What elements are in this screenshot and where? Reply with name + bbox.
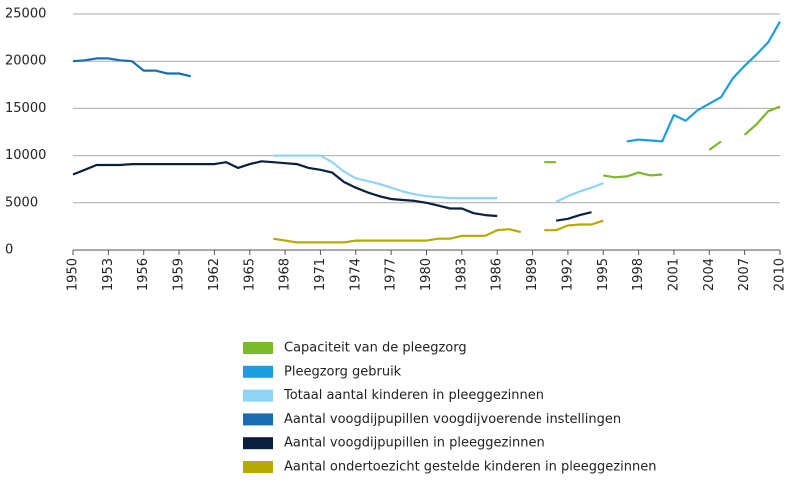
series-line — [72, 160, 592, 222]
x-tick-label: 1980 — [419, 258, 434, 291]
legend-label: Totaal aantal kinderen in pleeggezinnen — [283, 388, 544, 403]
x-tick-label: 1974 — [348, 258, 363, 291]
y-tick-label: 20000 — [5, 54, 46, 69]
x-tick-label: 1989 — [525, 258, 540, 291]
legend-label: Capaciteit van de pleegzorg — [284, 341, 467, 356]
x-tick-label: 1983 — [454, 258, 469, 291]
x-tick-label: 2007 — [737, 258, 752, 291]
legend-swatch — [243, 413, 273, 426]
legend-label: Aantal ondertoezicht gestelde kinderen i… — [284, 460, 656, 475]
x-tick-label: 1950 — [66, 258, 81, 291]
y-tick-label: 0 — [5, 243, 13, 258]
x-tick-label: 1971 — [313, 258, 328, 291]
legend-swatch — [243, 437, 273, 450]
y-tick-label: 5000 — [5, 195, 38, 210]
x-tick-label: 2004 — [702, 258, 717, 291]
y-tick-label: 15000 — [5, 101, 46, 116]
legend-label: Aantal voogdijpupillen voogdijvoerende i… — [284, 412, 621, 427]
legend-swatch — [243, 461, 273, 473]
y-tick-label: 10000 — [5, 148, 46, 163]
series-line — [273, 219, 604, 244]
x-tick-label: 2001 — [666, 258, 681, 291]
legend-label: Aantal voogdijpupillen in pleeggezinnen — [284, 436, 545, 451]
x-tick-label: 1962 — [207, 258, 222, 291]
legend-swatch — [243, 389, 273, 402]
series-line — [626, 21, 781, 143]
x-tick-label: 1959 — [172, 258, 187, 291]
x-tick-label: 1968 — [278, 258, 293, 291]
x-tick-label: 1965 — [242, 258, 257, 291]
legend-swatch — [243, 365, 273, 378]
x-tick-label: 1953 — [101, 258, 116, 291]
legend-label: Pleegzorg gebruik — [284, 364, 402, 379]
x-tick-label: 1956 — [136, 258, 151, 291]
series-line — [544, 105, 781, 179]
series-line — [273, 154, 604, 203]
legend-swatch — [243, 342, 273, 354]
x-tick-label: 1977 — [384, 258, 399, 291]
x-tick-label: 1992 — [560, 258, 575, 291]
x-tick-label: 1995 — [596, 258, 611, 291]
x-tick-label: 1998 — [631, 258, 646, 291]
x-tick-label: 1986 — [490, 258, 505, 291]
y-tick-label: 25000 — [5, 7, 46, 22]
series-line — [72, 57, 192, 78]
x-tick-label: 2010 — [773, 258, 788, 291]
